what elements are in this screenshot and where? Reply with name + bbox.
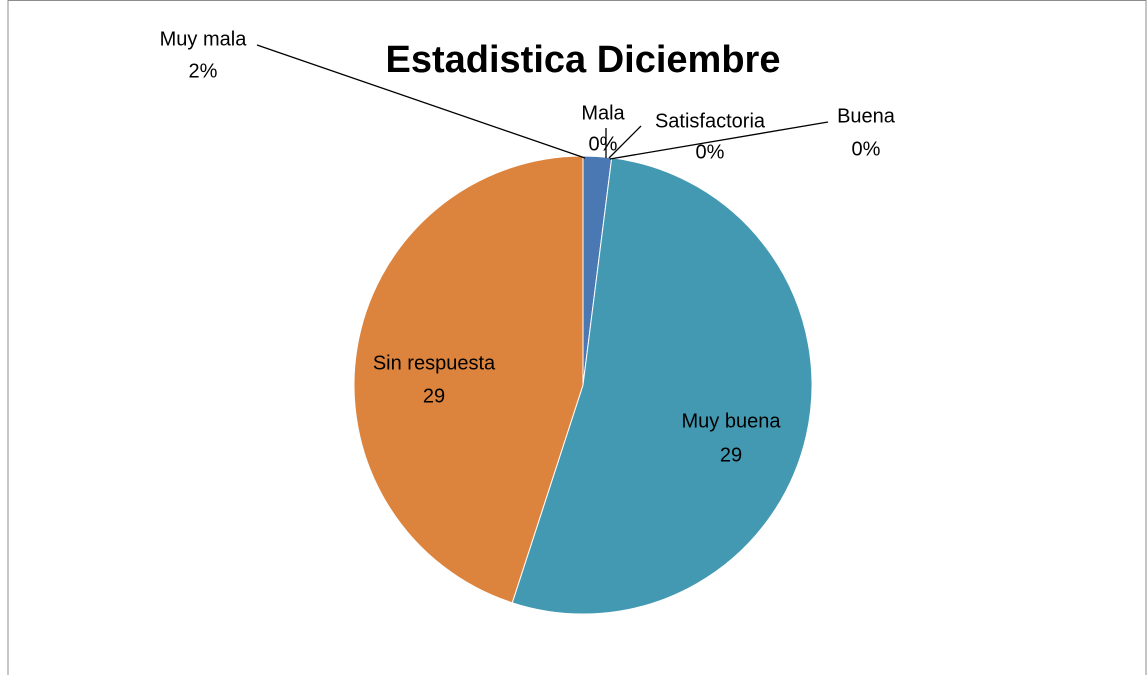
- data-label-value: 2%: [189, 60, 218, 82]
- leader-line: [256, 44, 586, 159]
- data-label-value: 29: [720, 444, 742, 466]
- data-label-name: Satisfactoria: [655, 110, 766, 132]
- data-label-name: Mala: [581, 102, 625, 124]
- leader-line: [609, 121, 829, 160]
- data-label-value: 29: [423, 385, 445, 407]
- pie-slice: [353, 155, 584, 604]
- data-label-name: Sin respuesta: [373, 352, 496, 374]
- pie-slice: [511, 157, 813, 615]
- data-label-name: Muy mala: [160, 28, 248, 50]
- data-label-name: Buena: [837, 105, 896, 127]
- leader-line: [608, 125, 642, 159]
- chart-title: Estadistica Diciembre: [386, 39, 781, 81]
- data-label-name: Muy buena: [682, 410, 782, 432]
- data-label-value: 0%: [589, 133, 618, 155]
- data-label-value: 0%: [696, 141, 725, 163]
- data-label-value: 0%: [852, 138, 881, 160]
